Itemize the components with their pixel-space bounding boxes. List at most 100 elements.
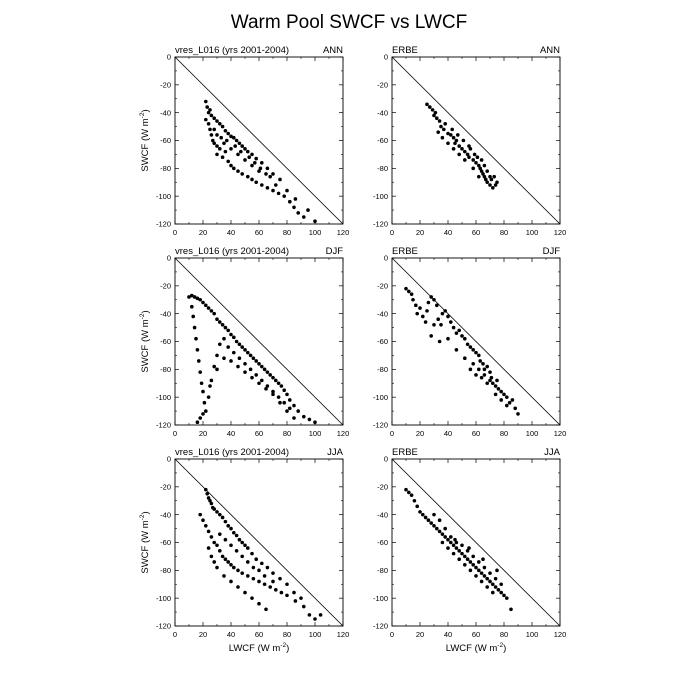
data-point bbox=[218, 342, 222, 347]
data-point bbox=[243, 147, 247, 151]
y-tick-label: -20 bbox=[377, 281, 388, 290]
data-point bbox=[195, 296, 200, 301]
data-point bbox=[499, 398, 504, 402]
y-tick-label: -100 bbox=[373, 594, 388, 603]
data-point bbox=[415, 311, 420, 316]
data-point bbox=[243, 348, 247, 352]
data-point bbox=[495, 568, 499, 573]
data-point bbox=[250, 551, 254, 556]
data-point bbox=[475, 155, 480, 159]
x-tick-label: 80 bbox=[283, 429, 291, 438]
data-point bbox=[278, 177, 282, 182]
y-tick-label: -100 bbox=[373, 393, 388, 402]
x-tick-label: 60 bbox=[472, 630, 480, 639]
data-point bbox=[209, 501, 214, 506]
data-point bbox=[268, 585, 273, 589]
panel-right-label: JJA bbox=[327, 447, 344, 458]
data-point bbox=[212, 127, 216, 132]
data-point bbox=[421, 314, 425, 319]
data-point bbox=[201, 518, 205, 523]
y-tick-label: 0 bbox=[167, 455, 171, 464]
data-point bbox=[234, 138, 239, 143]
data-point bbox=[254, 557, 258, 561]
data-point bbox=[457, 549, 462, 553]
data-point bbox=[262, 367, 267, 372]
data-point bbox=[293, 197, 298, 201]
data-point bbox=[240, 345, 244, 349]
panel-left-label: ERBE bbox=[392, 447, 418, 458]
data-point bbox=[485, 180, 490, 185]
data-point bbox=[292, 403, 296, 408]
data-point bbox=[313, 219, 317, 224]
data-point bbox=[215, 367, 219, 372]
data-point bbox=[439, 323, 443, 327]
data-point bbox=[479, 571, 484, 575]
data-point bbox=[449, 540, 453, 545]
data-point bbox=[439, 124, 443, 129]
data-point bbox=[302, 414, 306, 419]
data-point bbox=[285, 392, 289, 397]
data-point bbox=[199, 381, 204, 386]
y-tick-label: -40 bbox=[377, 108, 388, 117]
x-tick-label: 80 bbox=[500, 630, 508, 639]
data-point bbox=[229, 147, 233, 151]
y-tick-label: -100 bbox=[156, 393, 171, 402]
data-point bbox=[429, 295, 434, 299]
data-point bbox=[246, 350, 250, 355]
data-point bbox=[254, 180, 258, 185]
y-tick-label: -80 bbox=[377, 566, 388, 575]
x-tick-label: 0 bbox=[390, 228, 394, 237]
data-point bbox=[493, 183, 498, 187]
data-point bbox=[429, 521, 434, 525]
data-point bbox=[254, 156, 258, 161]
data-point bbox=[491, 381, 495, 386]
y-tick-label: 0 bbox=[167, 254, 171, 263]
data-point bbox=[226, 345, 230, 349]
y-tick-label: -120 bbox=[373, 421, 388, 430]
data-point bbox=[232, 335, 236, 340]
data-point bbox=[264, 607, 268, 612]
data-point bbox=[271, 188, 275, 193]
data-point bbox=[274, 588, 278, 592]
data-point bbox=[271, 375, 275, 380]
x-tick-label: 20 bbox=[199, 429, 207, 438]
panel-left-label: vres_L016 (yrs 2001-2004) bbox=[175, 447, 289, 458]
data-point bbox=[460, 147, 464, 151]
data-point bbox=[460, 543, 464, 548]
data-point bbox=[220, 323, 225, 327]
data-point bbox=[299, 596, 303, 600]
x-axis-label: LWCF (W m-2) bbox=[446, 642, 506, 654]
panel-left-label: vres_L016 (yrs 2001-2004) bbox=[175, 45, 289, 56]
data-point bbox=[454, 540, 459, 545]
data-point bbox=[432, 297, 436, 302]
x-tick-label: 0 bbox=[173, 630, 177, 639]
data-point bbox=[285, 409, 289, 413]
data-point bbox=[212, 560, 216, 564]
x-tick-label: 60 bbox=[255, 429, 263, 438]
data-point bbox=[279, 590, 284, 595]
data-point bbox=[465, 342, 470, 347]
data-point bbox=[488, 378, 492, 383]
data-point bbox=[412, 498, 417, 503]
data-point bbox=[251, 576, 256, 581]
y-axis-label: SWCF (W m-2) bbox=[139, 511, 151, 573]
data-point bbox=[437, 119, 442, 123]
data-point bbox=[488, 174, 492, 179]
data-point bbox=[265, 370, 270, 374]
data-point bbox=[516, 412, 520, 416]
data-point bbox=[201, 412, 205, 416]
data-point bbox=[423, 320, 428, 324]
data-point bbox=[198, 416, 202, 420]
y-tick-label: -20 bbox=[160, 281, 171, 290]
data-point bbox=[467, 546, 471, 550]
y-tick-label: -120 bbox=[373, 622, 388, 631]
data-point bbox=[232, 135, 236, 140]
data-point bbox=[285, 582, 289, 587]
data-point bbox=[457, 557, 462, 561]
data-point bbox=[451, 551, 456, 556]
data-point bbox=[229, 332, 233, 337]
data-point bbox=[472, 152, 477, 157]
data-point bbox=[248, 353, 253, 358]
panel-left-label: ERBE bbox=[392, 45, 418, 56]
data-point bbox=[428, 105, 432, 109]
